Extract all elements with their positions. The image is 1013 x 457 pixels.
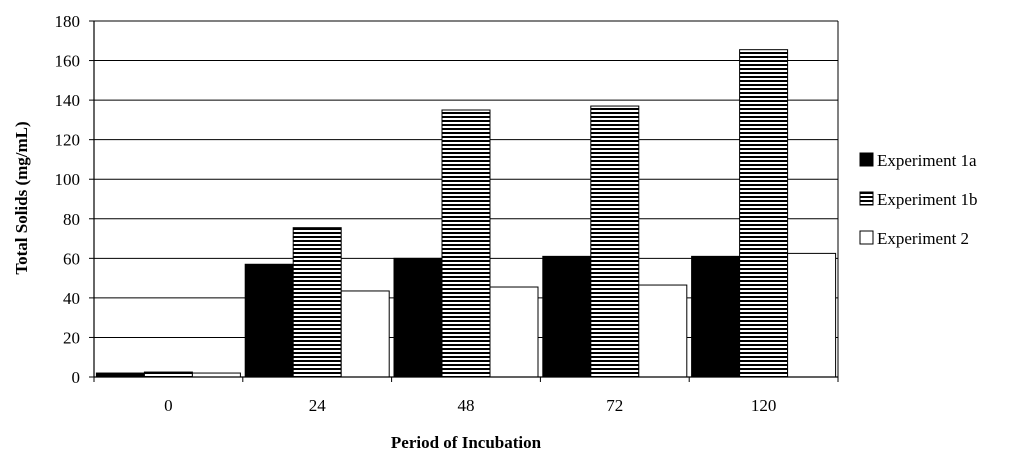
bar (638, 284, 688, 378)
bar (590, 105, 640, 378)
bar (393, 257, 443, 378)
bar (292, 227, 342, 378)
axes (89, 20, 839, 382)
y-tick-label: 40 (63, 289, 80, 308)
y-tick-label: 160 (55, 52, 81, 71)
bar (787, 252, 837, 378)
x-tick-label: 120 (751, 396, 777, 415)
legend-swatch (859, 191, 874, 206)
legend-swatch (859, 230, 874, 245)
bar (691, 255, 741, 378)
x-tick-label: 72 (606, 396, 623, 415)
bar (143, 371, 193, 378)
tick-labels: 0 20 40 60 80 100 120 140 160 180 0 24 48 72 120 (55, 12, 777, 415)
y-tick-label: 20 (63, 328, 80, 347)
legend-swatch (859, 152, 874, 167)
bar (244, 263, 294, 378)
y-tick-label: 60 (63, 249, 80, 268)
y-tick-label: 100 (55, 170, 81, 189)
legend-label: Experiment 1b (877, 190, 978, 209)
y-tick-label: 180 (55, 12, 81, 31)
bars (95, 49, 837, 378)
y-tick-label: 0 (72, 368, 81, 387)
x-tick-label: 24 (309, 396, 327, 415)
bar (739, 49, 789, 378)
bar (340, 290, 390, 378)
y-axis-title: Total Solids (mg/mL) (12, 121, 31, 274)
bar (441, 109, 491, 378)
legend: Experiment 1a Experiment 1b Experiment 2 (859, 151, 978, 248)
y-tick-label: 80 (63, 210, 80, 229)
legend-label: Experiment 2 (877, 229, 969, 248)
x-tick-label: 48 (458, 396, 475, 415)
bar (489, 286, 539, 378)
bar (542, 255, 592, 378)
y-tick-label: 120 (55, 131, 81, 150)
y-tick-label: 140 (55, 91, 81, 110)
legend-label: Experiment 1a (877, 151, 977, 170)
x-axis-title: Period of Incubation (391, 433, 542, 452)
x-tick-label: 0 (164, 396, 173, 415)
